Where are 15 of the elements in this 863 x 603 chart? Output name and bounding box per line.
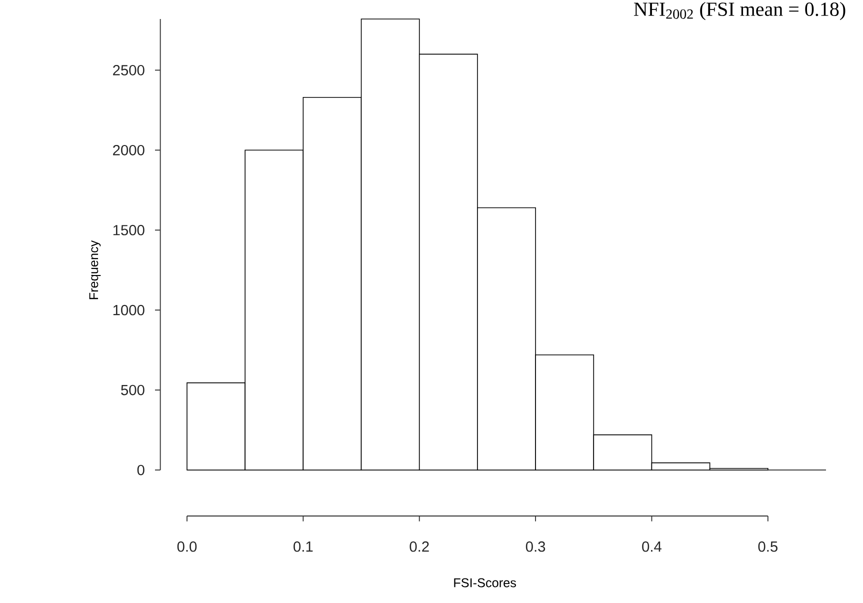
y-tick-label: 1500 [113,224,144,236]
x-tick-label: 0.3 [526,541,546,552]
chart-title: NFI$_{2002}$ (FSI mean = 0.18) [634,2,846,20]
y-tick-label: 2500 [113,64,144,76]
x-tick-label: 0.4 [642,541,662,552]
x-tick-label: 0.5 [758,541,778,552]
x-tick-label: 0.2 [410,541,429,552]
x-tick-label: 0.0 [177,541,197,552]
y-axis-title: Frequency [89,240,101,300]
y-tick-label: 0 [137,464,144,476]
x-tick-label: 0.1 [294,541,313,552]
y-tick-label: 2000 [113,144,144,156]
y-tick-label: 1000 [113,304,144,316]
x-axis-title: FSI-Scores [454,578,516,588]
y-tick-label: 500 [121,384,144,396]
